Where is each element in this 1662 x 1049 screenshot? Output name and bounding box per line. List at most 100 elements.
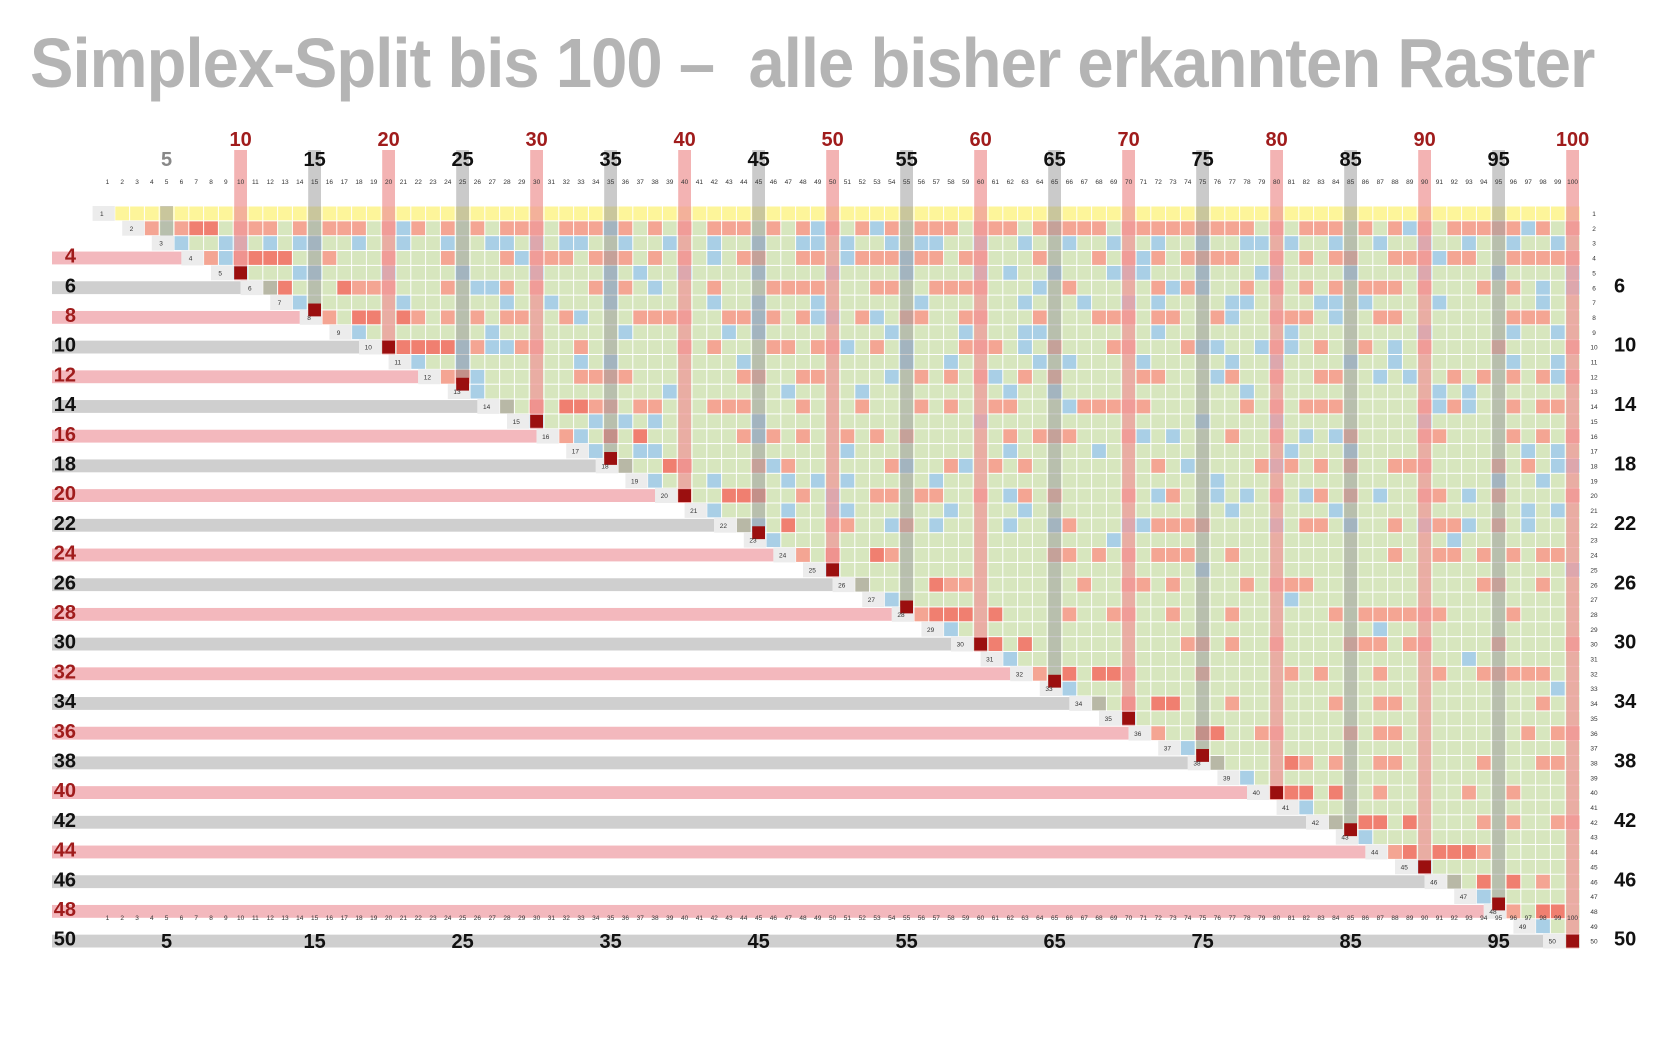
col-num-top-57: 57 xyxy=(933,179,941,186)
cell-r3-c46 xyxy=(766,236,781,251)
col-num-top-77: 77 xyxy=(1229,179,1237,186)
cell-r18-c92 xyxy=(1447,458,1462,473)
cell-r3-c17 xyxy=(337,236,352,251)
row-label-left-20: 20 xyxy=(54,483,76,505)
cell-r13-c78 xyxy=(1240,384,1254,399)
cell-r25-c79 xyxy=(1254,562,1269,577)
cell-r42-c89 xyxy=(1402,815,1417,830)
cell-r8-c31 xyxy=(544,310,559,325)
cell-r6-c99 xyxy=(1550,280,1565,295)
cell-r16-c87 xyxy=(1373,429,1388,444)
cell-r23-c79 xyxy=(1254,533,1269,548)
cell-r39-c94 xyxy=(1476,770,1491,785)
cell-r4-c53 xyxy=(870,251,884,265)
cell-r29-c88 xyxy=(1388,622,1402,637)
row-num-left-6: 6 xyxy=(248,285,252,292)
cell-r6-c89 xyxy=(1402,280,1417,295)
cell-r25-c99 xyxy=(1550,562,1565,577)
cell-r8-c48 xyxy=(796,310,810,325)
col-num-top-45: 45 xyxy=(755,179,763,186)
diagonal-step-10 xyxy=(359,339,382,355)
diagonal-step-25 xyxy=(803,562,826,578)
cell-r13-c93 xyxy=(1462,384,1476,399)
cell-r19-c91 xyxy=(1432,473,1447,488)
cell-r40-c87 xyxy=(1373,785,1388,800)
cell-r15-c88 xyxy=(1388,414,1402,429)
cell-r26-c81 xyxy=(1284,577,1299,592)
cell-r39-c82 xyxy=(1299,770,1314,785)
cell-r1-c42 xyxy=(707,206,722,221)
cell-r5-c67 xyxy=(1077,265,1092,280)
cell-r19-c82 xyxy=(1299,473,1314,488)
col-num-top-5: 5 xyxy=(165,179,169,186)
cell-r9-c49 xyxy=(810,325,825,340)
cell-r16-c62 xyxy=(1003,429,1018,444)
cell-r13-c27 xyxy=(485,384,500,399)
cell-r2-c51 xyxy=(840,221,855,236)
cell-r3-c98 xyxy=(1536,236,1550,251)
cell-r44-c98 xyxy=(1536,845,1550,859)
cell-r2-c76 xyxy=(1210,221,1225,236)
cell-r28-c91 xyxy=(1432,607,1447,622)
col-num-bottom-2: 2 xyxy=(120,915,124,922)
cell-r11-c36 xyxy=(618,355,633,369)
row-num-left-40: 40 xyxy=(1253,790,1261,797)
col-num-top-93: 93 xyxy=(1465,179,1473,186)
cell-r9-c61 xyxy=(988,325,1003,340)
cell-r12-c34 xyxy=(588,369,603,384)
cell-r10-c46 xyxy=(766,340,781,354)
cell-r20-c54 xyxy=(884,488,899,503)
cell-r4-c59 xyxy=(958,251,973,265)
cell-r4-c36 xyxy=(618,251,633,265)
row-num-right-42: 42 xyxy=(1590,820,1598,827)
cell-r16-c68 xyxy=(1092,429,1106,444)
cell-r5-c74 xyxy=(1180,265,1195,280)
cell-r1-c39 xyxy=(662,206,677,221)
cell-r11-c97 xyxy=(1521,355,1536,369)
cell-r12-c42 xyxy=(707,369,722,384)
col-num-top-43: 43 xyxy=(725,179,733,186)
cell-r14-c29 xyxy=(514,399,529,414)
cell-r27-c88 xyxy=(1388,592,1402,607)
cell-r16-c43 xyxy=(722,429,736,444)
cell-r2-c62 xyxy=(1003,221,1018,236)
cell-r24-c48 xyxy=(796,548,810,562)
cell-r11-c39 xyxy=(662,355,677,369)
cell-r10-c51 xyxy=(840,340,855,354)
cell-r12-c74 xyxy=(1180,369,1195,384)
cell-r18-c46 xyxy=(766,458,781,473)
cell-r2-c79 xyxy=(1254,221,1269,236)
cell-r2-c34 xyxy=(588,221,603,236)
cell-r37-c83 xyxy=(1314,741,1328,755)
col-num-bottom-27: 27 xyxy=(489,915,497,922)
cell-r37-c97 xyxy=(1521,741,1536,755)
cell-r23-c63 xyxy=(1018,533,1032,548)
cell-r20-c73 xyxy=(1166,488,1180,503)
cell-r18-c67 xyxy=(1077,458,1092,473)
cell-r3-c14 xyxy=(292,236,307,251)
cell-r12-c41 xyxy=(692,369,707,384)
col-num-bottom-18: 18 xyxy=(355,915,363,922)
row-num-right-15: 15 xyxy=(1590,419,1598,426)
cell-r30-c83 xyxy=(1314,637,1328,651)
cell-r27-c97 xyxy=(1521,592,1536,607)
cell-r14-c69 xyxy=(1106,399,1121,414)
cell-r3-c8 xyxy=(204,236,218,251)
cell-r10-c44 xyxy=(736,340,751,354)
diagonal-step-34 xyxy=(1069,696,1092,711)
cell-r4-c11 xyxy=(248,251,263,265)
cell-r8-c94 xyxy=(1476,310,1491,325)
diagonal-step-5 xyxy=(211,265,234,281)
cell-r29-c89 xyxy=(1402,622,1417,637)
cell-r12-c63 xyxy=(1018,369,1032,384)
cell-r1-c68 xyxy=(1092,206,1106,221)
cell-r39-c97 xyxy=(1521,770,1536,785)
col-num-top-83: 83 xyxy=(1317,179,1325,186)
row-num-right-25: 25 xyxy=(1590,567,1598,574)
cell-r37-c99 xyxy=(1550,741,1565,755)
col-num-bottom-6: 6 xyxy=(180,915,184,922)
cell-r15-c42 xyxy=(707,414,722,429)
cell-r33-c83 xyxy=(1314,681,1328,696)
cell-r5-c91 xyxy=(1432,265,1447,280)
row-label-left-4: 4 xyxy=(65,246,77,268)
